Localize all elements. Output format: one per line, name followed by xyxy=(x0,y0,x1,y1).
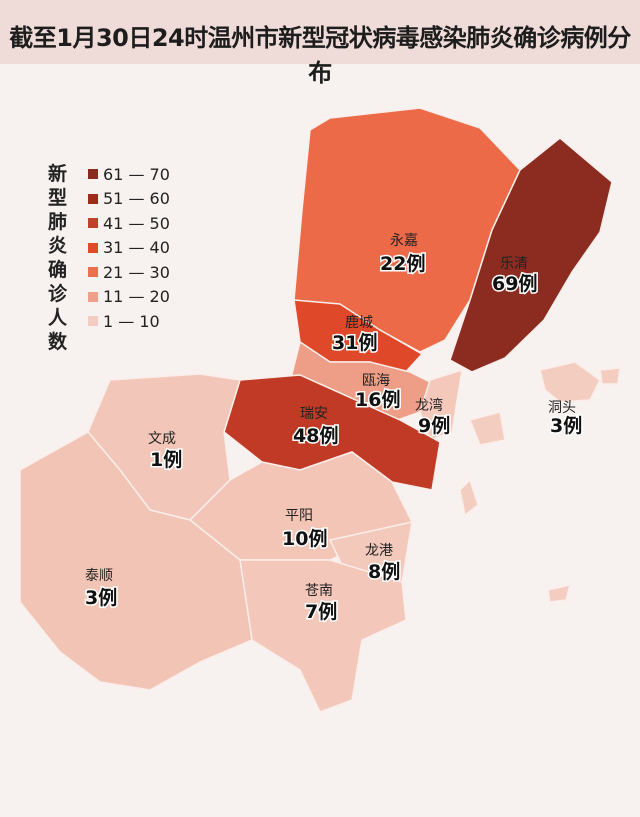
region-count: 7例 xyxy=(305,600,337,623)
legend-label: 61 — 70 xyxy=(103,164,170,184)
legend-label: 11 — 20 xyxy=(103,287,170,307)
legend-item: 11 — 20 xyxy=(88,285,198,310)
region-count: 10例 xyxy=(282,527,327,550)
region-shape xyxy=(419,368,463,441)
legend-swatch xyxy=(88,193,98,204)
region-shape xyxy=(239,559,407,713)
region-name: 瑞安 xyxy=(300,406,328,422)
region-count: 22例 xyxy=(380,252,425,275)
region-shape xyxy=(459,478,479,517)
region-shape xyxy=(547,583,572,603)
region-count: 3例 xyxy=(550,414,582,437)
region-name: 泰顺 xyxy=(85,568,113,584)
legend-swatch xyxy=(88,218,98,229)
legend-title: 新型肺炎确诊人数 xyxy=(48,163,68,353)
region-shape xyxy=(539,361,601,403)
region-shape xyxy=(19,431,253,691)
region-name: 龙湾 xyxy=(415,397,443,414)
region-name: 平阳 xyxy=(285,508,313,524)
legend-swatch xyxy=(88,169,98,180)
legend-swatch xyxy=(88,242,98,253)
region-count: 48例 xyxy=(293,424,338,447)
region-name: 鹿城 xyxy=(345,314,373,331)
region-name: 苍南 xyxy=(305,583,333,599)
region-count: 31例 xyxy=(332,331,377,354)
region-count: 8例 xyxy=(368,560,400,583)
legend-item: 41 — 50 xyxy=(88,211,198,236)
legend-label: 21 — 30 xyxy=(103,262,170,282)
region-name: 乐清 xyxy=(500,256,528,272)
region-count: 16例 xyxy=(355,388,400,411)
legend-label: 41 — 50 xyxy=(103,213,170,233)
legend-label: 31 — 40 xyxy=(103,238,170,258)
region-count: 3例 xyxy=(85,586,117,609)
legend-item: 51 — 60 xyxy=(88,187,198,212)
header-bar: 截至1月30日24时温州市新型冠状病毒感染肺炎确诊病例分布 xyxy=(0,0,640,87)
legend-label: 51 — 60 xyxy=(103,189,170,209)
region-name: 瓯海 xyxy=(362,373,390,389)
region-count: 69例 xyxy=(492,272,537,295)
legend-item: 21 — 30 xyxy=(88,260,198,285)
legend-swatch xyxy=(88,291,98,302)
region-name: 洞头 xyxy=(548,400,576,416)
region-shape xyxy=(223,374,441,491)
region-name: 文成 xyxy=(148,431,176,447)
region-shape xyxy=(599,367,621,385)
legend-swatch xyxy=(88,316,98,327)
legend-label: 1 — 10 xyxy=(103,311,160,331)
region-shape xyxy=(468,411,506,446)
region-count: 9例 xyxy=(418,414,450,437)
region-shape xyxy=(449,137,613,373)
legend-item: 61 — 70 xyxy=(88,162,198,187)
region-count: 1例 xyxy=(150,448,182,471)
legend-item: 1 — 10 xyxy=(88,309,198,334)
page-title: 截至1月30日24时温州市新型冠状病毒感染肺炎确诊病例分布 xyxy=(9,24,631,87)
region-name: 龙港 xyxy=(365,543,393,559)
legend-item: 31 — 40 xyxy=(88,236,198,261)
legend-swatch xyxy=(88,267,98,278)
region-name: 永嘉 xyxy=(390,233,418,249)
